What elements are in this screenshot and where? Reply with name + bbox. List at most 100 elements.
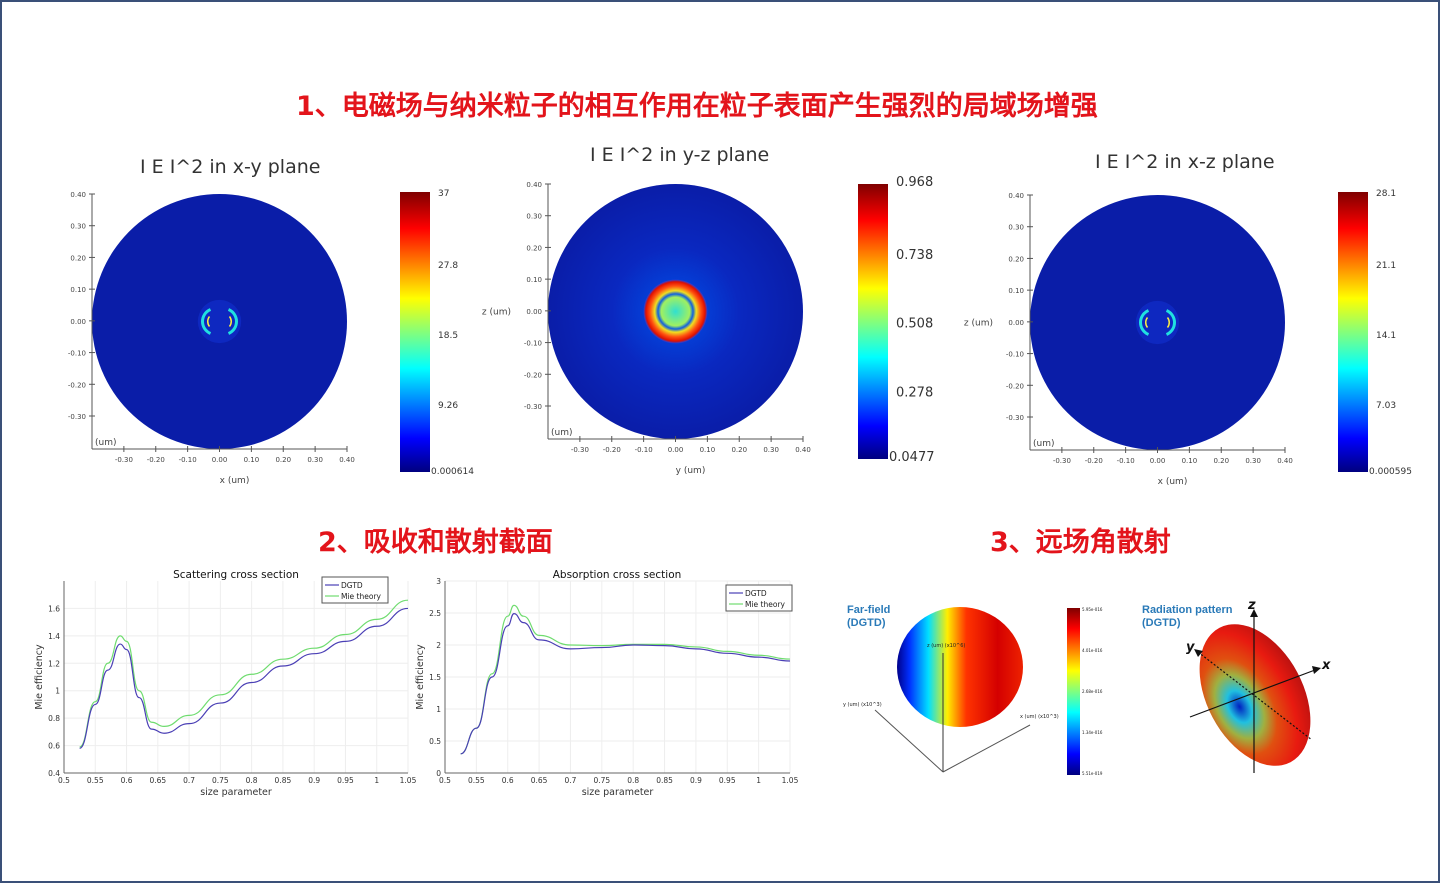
line-chart-2: 0.5 0.55 0.6 0.65 0.7 0.75 0.8 0.85 0.9 0.95 1 1.05… bbox=[405, 565, 805, 805]
svg-text:0.5: 0.5 bbox=[429, 737, 441, 746]
svg-text:0.65: 0.65 bbox=[531, 776, 548, 785]
svg-text:0.20: 0.20 bbox=[731, 446, 747, 454]
svg-text:0.738: 0.738 bbox=[896, 248, 933, 263]
svg-text:0.00: 0.00 bbox=[668, 446, 684, 454]
svg-text:0.5: 0.5 bbox=[58, 776, 70, 785]
svg-text:x (um): x (um) bbox=[1158, 477, 1188, 487]
svg-text:-0.30: -0.30 bbox=[115, 456, 133, 464]
svg-text:-0.10: -0.10 bbox=[635, 446, 653, 454]
svg-text:-0.20: -0.20 bbox=[1006, 382, 1024, 390]
field-map-plot: 0.40 0.30 0.20 0.10 0.00 -0.10 -0.20 -0.30 -0.30… bbox=[964, 189, 1412, 487]
svg-text:Absorption cross section: Absorption cross section bbox=[553, 569, 682, 581]
svg-text:0.75: 0.75 bbox=[593, 776, 610, 785]
svg-text:-0.10: -0.10 bbox=[179, 456, 197, 464]
svg-text:-0.30: -0.30 bbox=[524, 403, 542, 411]
svg-text:0.40: 0.40 bbox=[795, 446, 811, 454]
line-chart-plot: 0.5 0.55 0.6 0.65 0.7 0.75 0.8 0.85 0.9 0.95 1 1.05… bbox=[415, 569, 799, 798]
svg-text:0.7: 0.7 bbox=[564, 776, 576, 785]
svg-text:9.26: 9.26 bbox=[438, 401, 458, 411]
section2-heading: 2、吸收和散射截面 bbox=[318, 527, 553, 558]
svg-text:1.6: 1.6 bbox=[48, 604, 60, 613]
svg-text:Mie efficiency: Mie efficiency bbox=[34, 644, 45, 710]
svg-text:Mie efficiency: Mie efficiency bbox=[415, 644, 426, 710]
farfield-label-line1: Far-field bbox=[847, 604, 891, 616]
field-map-panel-1: I E I^2 in x-y plane 0.40 0.30 0.20 0.10 0.0… bbox=[60, 150, 480, 490]
svg-text:0.40: 0.40 bbox=[70, 191, 86, 199]
svg-text:Mie theory: Mie theory bbox=[341, 592, 382, 601]
svg-text:z (um) (x10^6): z (um) (x10^6) bbox=[927, 643, 965, 649]
field-map-title: I E I^2 in y-z plane bbox=[590, 144, 770, 166]
field-map-title: I E I^2 in x-y plane bbox=[140, 156, 321, 178]
svg-text:0.20: 0.20 bbox=[70, 254, 86, 262]
svg-text:0.75: 0.75 bbox=[212, 776, 229, 785]
radiation-label-line1: Radiation pattern bbox=[1142, 604, 1233, 616]
svg-text:0.95: 0.95 bbox=[719, 776, 736, 785]
svg-text:-0.10: -0.10 bbox=[524, 340, 542, 348]
field-map-panel-3: I E I^2 in x-z plane 0.40 0.30 0.20 0.10 0.0… bbox=[960, 145, 1430, 495]
svg-text:3: 3 bbox=[436, 577, 441, 586]
svg-text:0.55: 0.55 bbox=[87, 776, 104, 785]
svg-text:-0.30: -0.30 bbox=[1053, 457, 1071, 465]
field-map-title: I E I^2 in x-z plane bbox=[1095, 151, 1275, 173]
svg-text:28.1: 28.1 bbox=[1376, 189, 1396, 199]
svg-text:0.000614: 0.000614 bbox=[431, 467, 474, 477]
svg-text:0.10: 0.10 bbox=[70, 286, 86, 294]
svg-text:y: y bbox=[1186, 640, 1195, 655]
field-map-plot: 0.40 0.30 0.20 0.10 0.00 -0.10 -0.20 -0.30 -0.30… bbox=[68, 189, 474, 486]
svg-text:0.4: 0.4 bbox=[48, 769, 60, 778]
svg-text:-0.20: -0.20 bbox=[1085, 457, 1103, 465]
svg-text:-0.10: -0.10 bbox=[1117, 457, 1135, 465]
svg-text:2.5: 2.5 bbox=[429, 609, 441, 618]
farfield-plot: z (um) (x10^6) y (um) (x10^3) x (um) (x1… bbox=[843, 607, 1103, 776]
svg-text:Scattering cross section: Scattering cross section bbox=[173, 569, 299, 581]
svg-text:0.8: 0.8 bbox=[627, 776, 639, 785]
svg-text:0.95: 0.95 bbox=[337, 776, 354, 785]
svg-text:Mie theory: Mie theory bbox=[745, 600, 786, 609]
svg-text:0.00: 0.00 bbox=[1150, 457, 1166, 465]
farfield-label-line2: (DGTD) bbox=[847, 617, 886, 629]
svg-text:y (um) (x10^3): y (um) (x10^3) bbox=[843, 702, 882, 708]
svg-text:1.34e-016: 1.34e-016 bbox=[1082, 730, 1103, 735]
svg-text:0.40: 0.40 bbox=[1277, 457, 1293, 465]
svg-text:0.6: 0.6 bbox=[48, 742, 60, 751]
section1-heading: 1、电磁场与纳米粒子的相互作用在粒子表面产生强烈的局域场增强 bbox=[296, 91, 1098, 122]
svg-text:0.968: 0.968 bbox=[896, 175, 933, 190]
svg-text:0: 0 bbox=[436, 769, 441, 778]
svg-text:0.85: 0.85 bbox=[656, 776, 673, 785]
svg-text:DGTD: DGTD bbox=[341, 581, 363, 590]
svg-text:0.6: 0.6 bbox=[121, 776, 133, 785]
svg-text:y (um): y (um) bbox=[676, 466, 706, 476]
svg-text:0.7: 0.7 bbox=[183, 776, 195, 785]
svg-text:27.8: 27.8 bbox=[438, 261, 458, 271]
svg-text:-0.20: -0.20 bbox=[603, 446, 621, 454]
svg-text:1.4: 1.4 bbox=[48, 632, 60, 641]
svg-text:1: 1 bbox=[436, 705, 441, 714]
svg-text:0.10: 0.10 bbox=[1182, 457, 1198, 465]
field-map-panel-2: I E I^2 in y-z plane 0.40 0.30 0.20 0.10 0.0… bbox=[480, 140, 950, 480]
svg-text:x (um): x (um) bbox=[220, 476, 250, 486]
svg-text:0.40: 0.40 bbox=[339, 456, 355, 464]
svg-text:-0.10: -0.10 bbox=[1006, 351, 1024, 359]
svg-text:0.20: 0.20 bbox=[1213, 457, 1229, 465]
svg-text:0.55: 0.55 bbox=[468, 776, 485, 785]
svg-text:2.68e-016: 2.68e-016 bbox=[1082, 689, 1103, 694]
svg-text:1: 1 bbox=[55, 687, 60, 696]
svg-text:0.0477: 0.0477 bbox=[889, 450, 935, 465]
svg-text:size parameter: size parameter bbox=[582, 787, 654, 798]
svg-text:z: z bbox=[1247, 598, 1256, 613]
svg-text:1.2: 1.2 bbox=[48, 659, 60, 668]
svg-text:1.05: 1.05 bbox=[400, 776, 417, 785]
svg-text:-0.20: -0.20 bbox=[524, 371, 542, 379]
svg-text:-0.20: -0.20 bbox=[68, 381, 86, 389]
svg-text:0.10: 0.10 bbox=[700, 446, 716, 454]
svg-text:0.5: 0.5 bbox=[439, 776, 451, 785]
svg-text:0.00: 0.00 bbox=[1008, 319, 1024, 327]
svg-text:0.8: 0.8 bbox=[48, 714, 60, 723]
svg-text:0.10: 0.10 bbox=[244, 456, 260, 464]
svg-text:0.10: 0.10 bbox=[1008, 287, 1024, 295]
svg-text:5.95e-016: 5.95e-016 bbox=[1082, 607, 1103, 612]
line-chart-plot: 0.5 0.55 0.6 0.65 0.7 0.75 0.8 0.85 0.9 0.95 1 1.05… bbox=[34, 569, 417, 798]
svg-text:2: 2 bbox=[436, 641, 441, 650]
radiation-label: Radiation pattern (DGTD) bbox=[1142, 604, 1232, 630]
svg-text:1.05: 1.05 bbox=[782, 776, 799, 785]
